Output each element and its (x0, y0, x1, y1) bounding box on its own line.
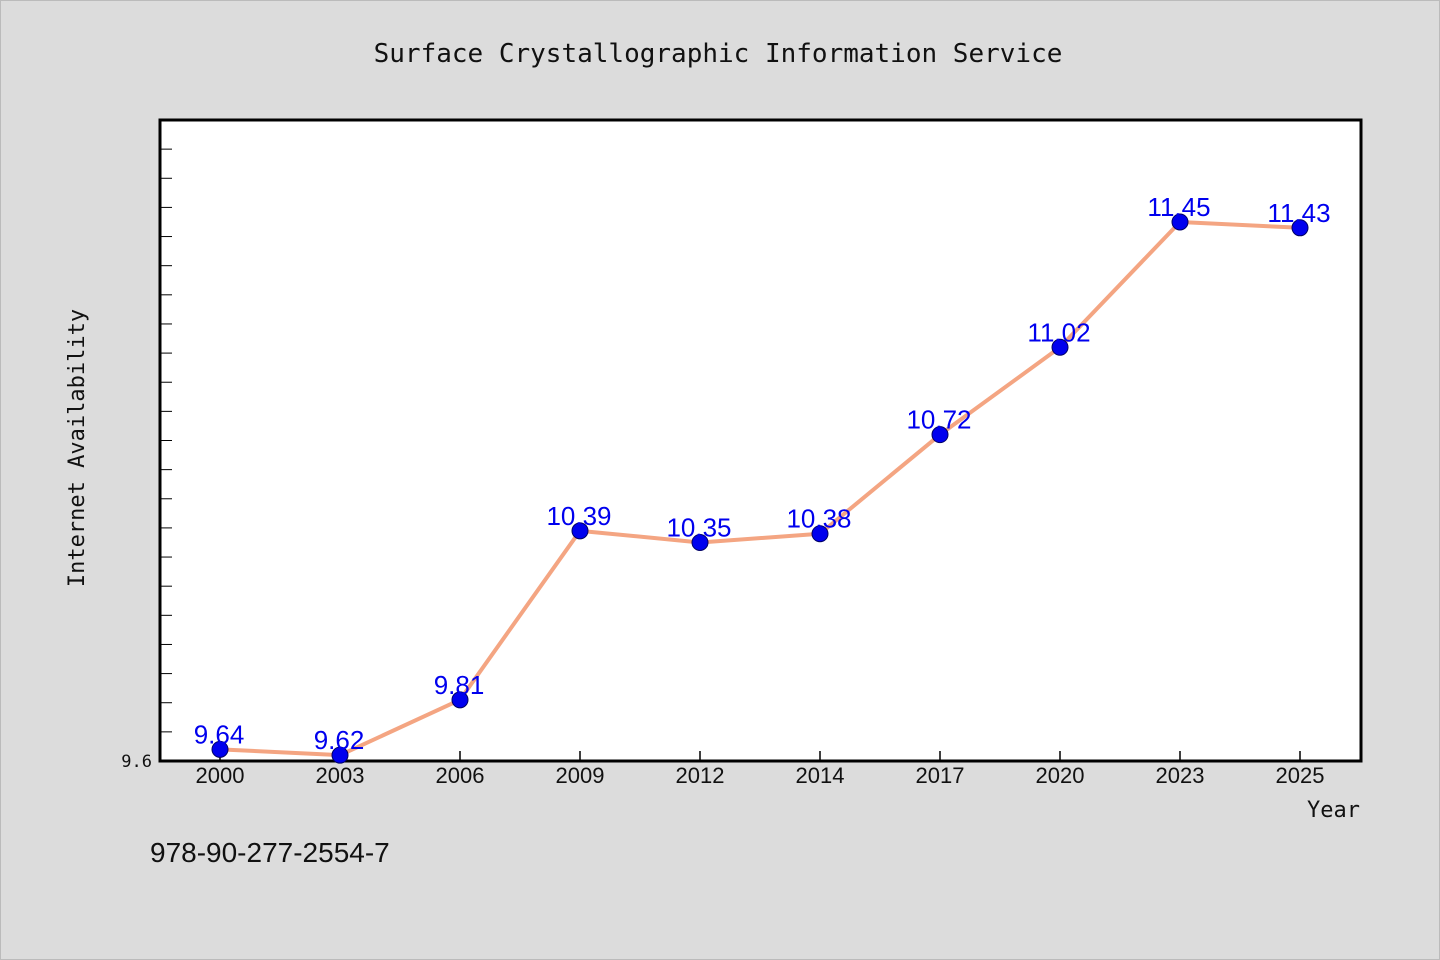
data-point (331, 746, 349, 764)
series-markers (211, 213, 1309, 764)
data-label: 11.43 (1267, 198, 1330, 228)
footnote: 978-90-277-2554-7 (150, 837, 390, 868)
y-tick-label: 9.6 (121, 752, 152, 772)
data-point (811, 525, 829, 543)
y-axis-label: Internet Availability (65, 309, 90, 587)
x-tick-label: 2014 (796, 763, 845, 788)
x-tick-label: 2017 (916, 763, 965, 788)
x-tick-label: 2012 (676, 763, 725, 788)
data-label: 9.62 (314, 725, 365, 755)
y-minor-ticks (160, 148, 172, 733)
series-line (219, 219, 1301, 758)
data-label: 10.72 (906, 405, 971, 435)
x-tick-label: 2006 (436, 763, 485, 788)
plot-area (158, 118, 1363, 763)
data-point (691, 533, 709, 551)
data-label: 10.35 (666, 512, 731, 542)
x-tick-label: 2023 (1156, 763, 1205, 788)
data-label: 11.02 (1027, 317, 1090, 347)
x-tick-label: 2003 (316, 763, 365, 788)
data-labels: 9.64 9.62 9.81 10.39 10.35 10.38 10.72 11.02 11.… (194, 192, 1331, 755)
data-label: 9.64 (194, 719, 245, 749)
data-label: 9.81 (434, 670, 485, 700)
data-point (451, 691, 469, 709)
data-point (1051, 338, 1069, 356)
data-point (1171, 213, 1189, 231)
data-label: 10.38 (786, 504, 851, 534)
chart-title: Surface Crystallographic Information Ser… (374, 39, 1063, 69)
x-axis-label: Year (1307, 798, 1360, 823)
data-label: 11.45 (1147, 192, 1210, 222)
data-point (571, 522, 589, 540)
data-point (931, 426, 949, 444)
data-point (211, 740, 229, 758)
y-ticks: 9.6 (121, 752, 152, 772)
x-tick-label: 2020 (1036, 763, 1085, 788)
data-point (1291, 219, 1309, 237)
x-ticks: 2000 2003 2006 2009 2012 2014 2017 2020 2023 2025 (196, 751, 1325, 788)
data-label: 10.39 (546, 501, 611, 531)
x-tick-label: 2000 (196, 763, 245, 788)
x-tick-label: 2025 (1276, 763, 1325, 788)
x-tick-label: 2009 (556, 763, 605, 788)
